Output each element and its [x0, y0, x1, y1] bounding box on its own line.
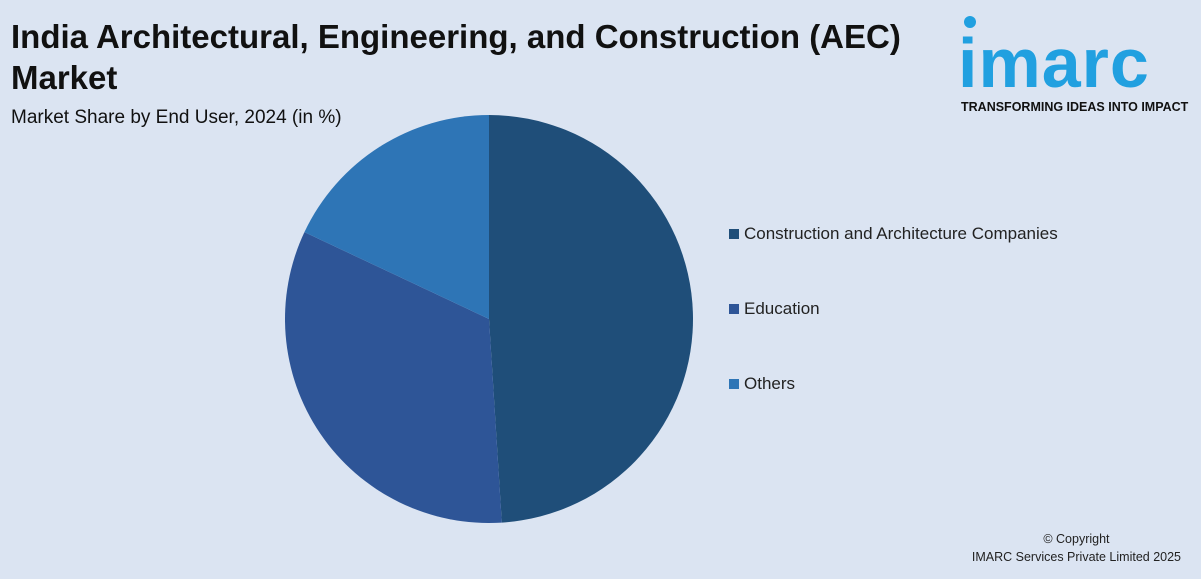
chart-title: India Architectural, Engineering, and Co…	[11, 18, 901, 96]
legend-swatch	[729, 379, 739, 389]
copyright-notice: © Copyright IMARC Services Private Limit…	[972, 530, 1181, 566]
logo-wordmark: imarc	[958, 24, 1150, 102]
legend-label: Construction and Architecture Companies	[744, 224, 1058, 243]
legend-item: Education	[729, 299, 1058, 319]
logo-tagline: TRANSFORMING IDEAS INTO IMPACT	[961, 100, 1189, 114]
copyright-line-1: © Copyright	[1043, 532, 1110, 546]
pie-slice-2	[304, 115, 489, 319]
legend-item: Construction and Architecture Companies	[729, 224, 1058, 244]
legend-swatch	[729, 304, 739, 314]
imarc-logo: imarc TRANSFORMING IDEAS INTO IMPACT	[958, 14, 1190, 118]
copyright-line-2: IMARC Services Private Limited 2025	[971, 550, 1181, 564]
logo-dot-icon	[964, 16, 976, 28]
chart-legend: Construction and Architecture Companies E…	[729, 224, 1058, 449]
legend-label: Education	[744, 299, 820, 318]
legend-label: Others	[744, 374, 796, 393]
pie-slice-0	[489, 115, 694, 523]
pie-slice-1	[284, 232, 502, 524]
legend-item: Others	[729, 374, 1058, 394]
chart-subtitle: Market Share by End User, 2024 (in %)	[11, 107, 342, 128]
legend-swatch	[729, 229, 739, 239]
